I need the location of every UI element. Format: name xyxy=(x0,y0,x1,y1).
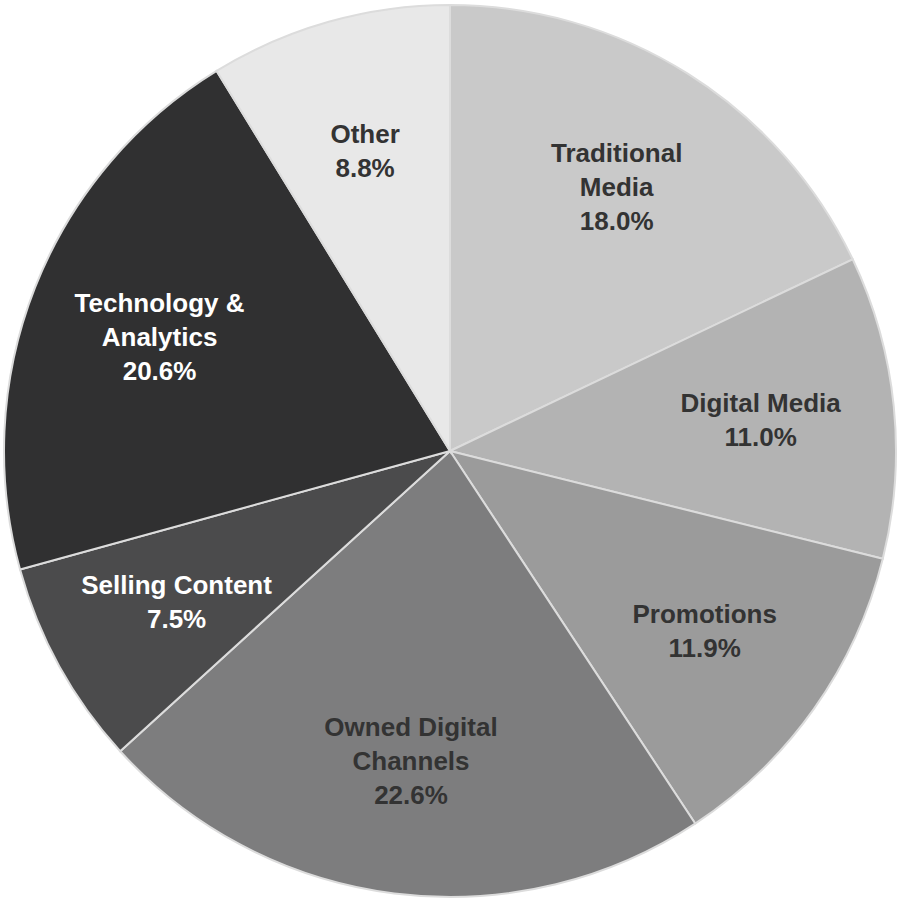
slice-value-label: 18.0% xyxy=(580,206,654,236)
slice-category-label: Selling Content xyxy=(81,570,272,600)
slice-category-label: TraditionalMedia xyxy=(551,138,682,202)
slice-value-label: 11.0% xyxy=(724,422,796,452)
slice-category-label: Owned DigitalChannels xyxy=(324,712,497,776)
slice-category-label: Promotions xyxy=(633,599,777,629)
slice-value-label: 8.8% xyxy=(335,153,394,183)
pie-slice xyxy=(217,5,450,451)
slice-value-label: 11.9% xyxy=(669,633,741,663)
slices xyxy=(4,5,896,897)
slice-category-label: Digital Media xyxy=(680,388,841,418)
labels: TraditionalMedia 18.0% Digital Media 11.0% P… xyxy=(75,119,842,810)
pie-chart: TraditionalMedia 18.0% Digital Media 11.0% P… xyxy=(0,0,900,900)
slice-category-label: Other xyxy=(330,119,399,149)
slice-category-label: Technology &Analytics xyxy=(75,288,245,352)
slice-value-label: 20.6% xyxy=(123,356,197,386)
slice-value-label: 22.6% xyxy=(374,780,448,810)
slice-value-label: 7.5% xyxy=(147,604,206,634)
chart-container: TraditionalMedia 18.0% Digital Media 11.0% P… xyxy=(0,0,900,900)
